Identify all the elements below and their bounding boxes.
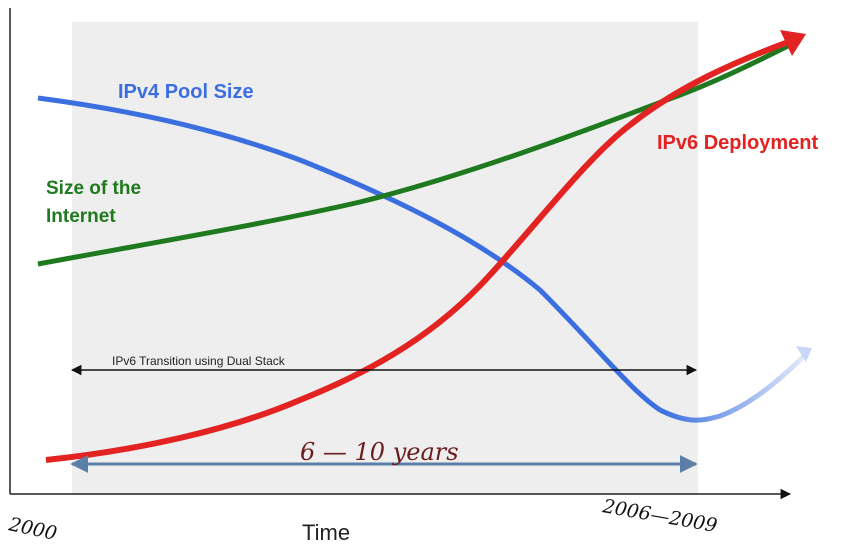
x-end-label: 2006—2009 (600, 495, 719, 537)
ipv6-deployment-label: IPv6 Deployment (657, 132, 819, 154)
x-start-label: 2000 (6, 513, 59, 545)
ipv4-fade-arrowhead (796, 346, 812, 362)
ipv4-pool-label: IPv4 Pool Size (118, 81, 254, 103)
ipv4-pool-curve (37, 95, 662, 413)
internet-size-label-line1: Size of the (46, 178, 141, 199)
duration-label: 6 — 10 years (300, 438, 459, 466)
internet-size-label-line2: Internet (46, 206, 116, 227)
internet-size-curve (37, 37, 802, 267)
transition-shade (72, 22, 698, 495)
ipv6-arrowhead (780, 30, 806, 56)
transition-label: IPv6 Transition using Dual Stack (112, 354, 286, 368)
x-axis-title: Time (302, 520, 350, 545)
ipv6-deployment-curve (45, 39, 790, 463)
ipv4-pool-fade (658, 353, 807, 423)
